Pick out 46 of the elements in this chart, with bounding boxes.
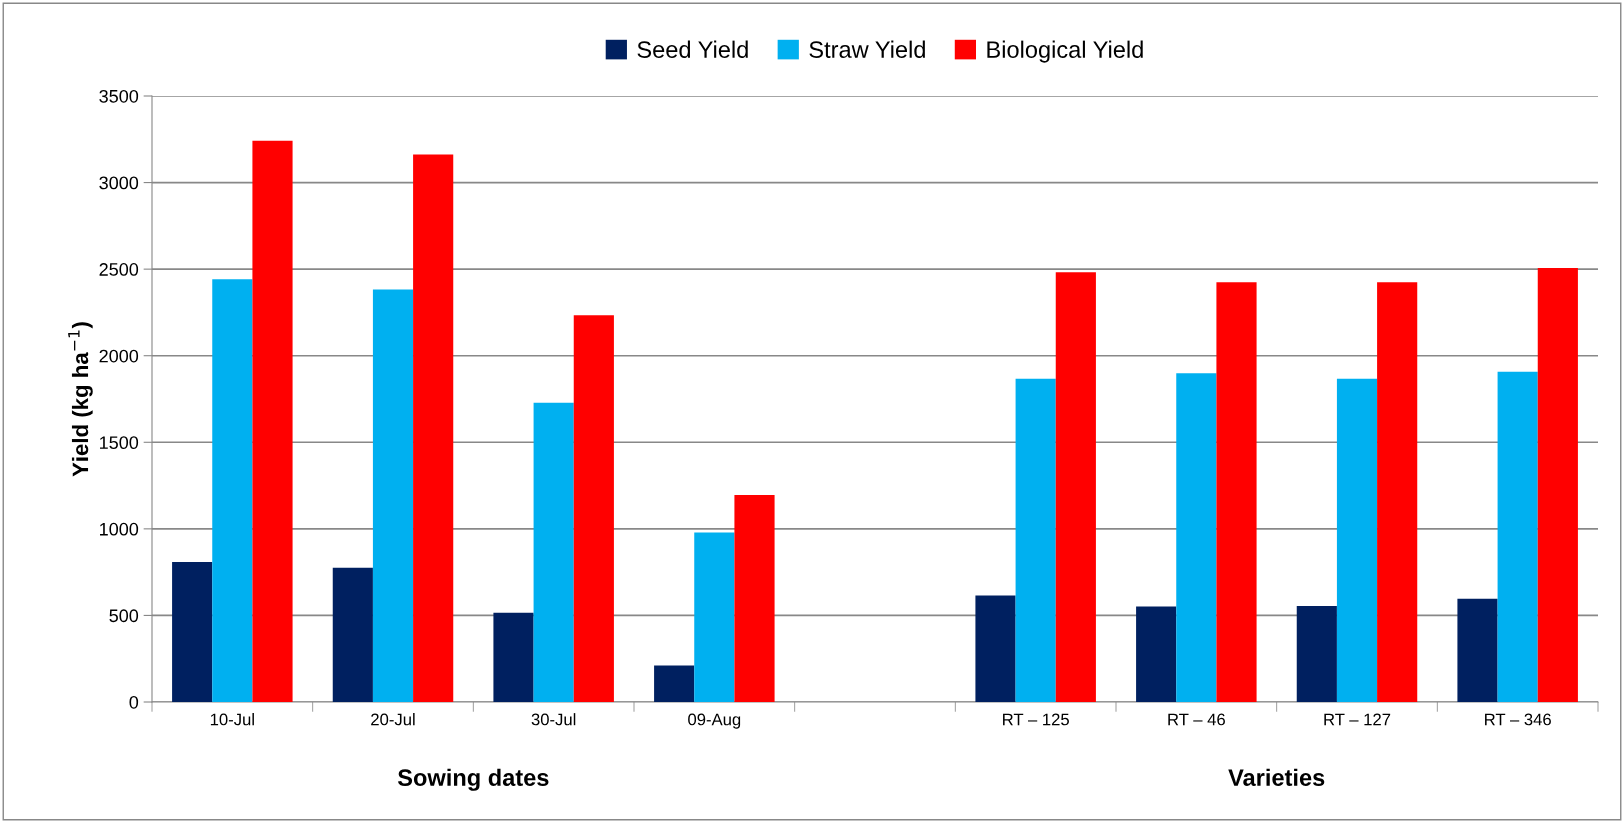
- bar: [654, 665, 695, 702]
- y-tick-label: 3500: [99, 89, 139, 103]
- bar: [1497, 371, 1538, 702]
- bar: [573, 315, 614, 702]
- y-tick-label: 0: [129, 695, 139, 709]
- bar: [1176, 373, 1217, 702]
- text: Varieties: [1228, 768, 1325, 787]
- x-tick-label: 09-Aug: [688, 713, 741, 729]
- x-tick-label: 10-Jul: [210, 713, 254, 726]
- bar: [1457, 598, 1498, 702]
- x-tick-label: 20-Jul: [371, 713, 415, 726]
- bar: [533, 402, 574, 702]
- x-tick-label: RT – 346: [1485, 713, 1551, 726]
- bar: [734, 494, 775, 702]
- legend-label: Biological Yield: [987, 40, 1143, 63]
- bar: [694, 532, 735, 702]
- bar: [975, 595, 1016, 702]
- bar: [212, 279, 253, 702]
- y-tick-label: 2000: [99, 349, 139, 363]
- y-tick-label: 1000: [100, 522, 139, 536]
- bar: [1296, 606, 1337, 702]
- bar: [1537, 268, 1578, 702]
- bar: [1055, 272, 1096, 702]
- x-tick-label: RT – 127: [1324, 713, 1391, 726]
- bar: [172, 562, 213, 702]
- bar: [1136, 606, 1177, 702]
- bar: [372, 289, 414, 702]
- bar: [1216, 282, 1257, 702]
- text: Sowing dates: [397, 768, 549, 791]
- y-tick-label: 500: [109, 609, 139, 623]
- bar: [493, 612, 534, 702]
- bar: [1377, 282, 1418, 702]
- y-tick-label: 1500: [100, 436, 139, 450]
- legend-label: Seed Yield: [637, 40, 748, 58]
- x-tick-label: 30-Jul: [531, 713, 576, 726]
- y-tick-label: 3000: [99, 176, 139, 190]
- bar: [332, 567, 373, 702]
- bar: [413, 154, 454, 702]
- legend-label: Straw Yield: [809, 40, 925, 58]
- y-axis-title: Yield (kg ha$^{−1}$): [68, 322, 93, 477]
- bar: [1336, 378, 1378, 702]
- x-tick-label: RT – 46: [1168, 713, 1225, 726]
- bar: [252, 140, 293, 702]
- x-tick-label: RT – 125: [1003, 713, 1069, 726]
- bar: [1015, 378, 1056, 702]
- y-tick-label: 2500: [99, 263, 139, 276]
